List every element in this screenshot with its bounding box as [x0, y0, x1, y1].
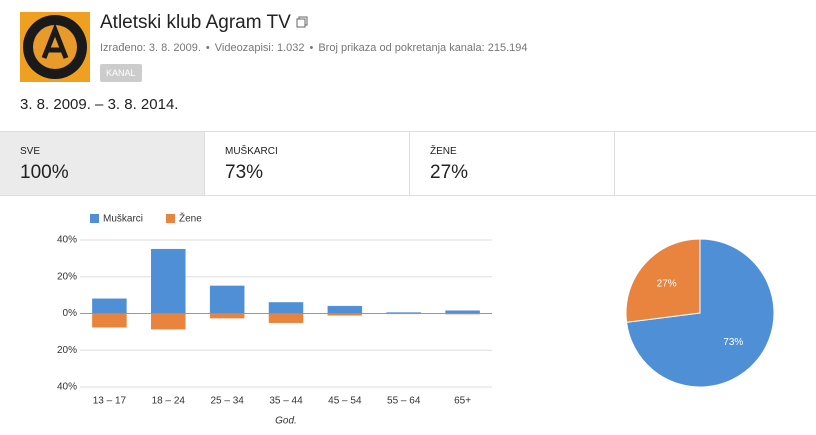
- bar: [327, 305, 363, 314]
- views: Broj prikaza od pokretanja kanala: 215.1…: [318, 42, 528, 54]
- badge: KANAL: [100, 64, 142, 82]
- bar: [92, 313, 127, 328]
- legend-swatch: [166, 214, 175, 223]
- bar: [151, 313, 186, 330]
- y-tick-label: 0%: [63, 308, 78, 319]
- tab-value: 100%: [20, 162, 69, 183]
- title-text[interactable]: Atletski klub Agram TV: [100, 12, 291, 33]
- legend-swatch: [90, 214, 99, 223]
- legend-label: Žene: [179, 212, 202, 225]
- pie-label: 73%: [723, 337, 743, 348]
- pie-label: 27%: [657, 278, 677, 289]
- charts: 40% 20% 0% 20% 40% 13 – 17 18 – 24 25 – 34 35 – …: [57, 212, 775, 427]
- x-tick-label: 25 – 34: [210, 396, 244, 407]
- legend-label: Muškarci: [103, 214, 143, 225]
- pie-slice: [625, 238, 701, 323]
- y-tick-label: 20%: [57, 345, 77, 356]
- x-tick-label: 35 – 44: [269, 396, 303, 407]
- bar: [92, 298, 127, 314]
- channel-title[interactable]: Atletski klub Agram TV: [100, 12, 308, 34]
- tab-value: 73%: [225, 162, 264, 183]
- tab[interactable]: SVE 100%: [0, 132, 205, 195]
- videos: Videozapisi: 1.032: [214, 42, 305, 54]
- tab-value: 27%: [430, 162, 469, 183]
- tab-label[interactable]: ŽENE: [430, 146, 457, 157]
- x-tick-label: 45 – 54: [328, 396, 362, 407]
- tab-label[interactable]: MUŠKARCI: [225, 146, 278, 157]
- bar: [268, 313, 304, 323]
- bar: [209, 313, 245, 319]
- y-tick-label: 20%: [57, 271, 77, 282]
- x-tick-label: 13 – 17: [93, 396, 127, 407]
- tab[interactable]: MUŠKARCI 73%: [205, 132, 410, 195]
- created: Izrađeno: 3. 8. 2009.: [100, 42, 201, 54]
- tab-label[interactable]: SVE: [20, 146, 41, 157]
- bar: [209, 285, 245, 314]
- channel-logo[interactable]: [20, 12, 90, 82]
- date-range: 3. 8. 2009. – 3. 8. 2014.: [20, 96, 179, 113]
- tab[interactable]: ŽENE 27%: [410, 132, 615, 195]
- bar: [445, 313, 480, 315]
- bar: [445, 310, 480, 314]
- bar: [151, 248, 186, 314]
- y-tick-label: 40%: [57, 235, 77, 246]
- y-tick-label: 40%: [57, 382, 77, 393]
- bar: [268, 302, 304, 314]
- external-link-icon[interactable]: [296, 16, 308, 28]
- x-tick-label: 55 – 64: [387, 396, 421, 407]
- meta: Izrađeno: 3. 8. 2009. • Videozapisi: 1.032…: [100, 42, 528, 54]
- x-tick-label: 65+: [454, 396, 471, 407]
- x-axis-label: God.: [275, 416, 297, 427]
- tabs: SVE 100% MUŠKARCI 73% ŽENE 27%: [0, 131, 816, 196]
- bar: [327, 313, 363, 316]
- x-tick-label: 18 – 24: [152, 396, 186, 407]
